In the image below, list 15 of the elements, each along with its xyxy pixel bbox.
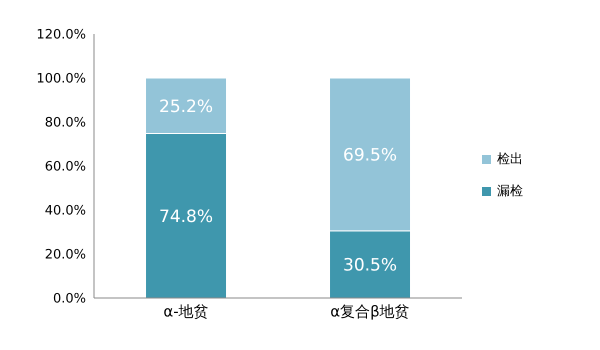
data-label: 25.2%: [159, 96, 214, 117]
legend-label: 漏检: [497, 183, 523, 200]
y-tick-label: 0.0%: [52, 292, 86, 307]
data-label: 69.5%: [343, 145, 398, 166]
x-tick-label: α-地贫: [163, 302, 209, 321]
y-tick-label: 60.0%: [44, 160, 86, 175]
data-label: 30.5%: [343, 255, 398, 276]
y-tick-label: 80.0%: [44, 116, 86, 131]
y-tick-label: 100.0%: [36, 72, 86, 87]
y-tick-label: 20.0%: [44, 248, 86, 263]
legend-label: 检出: [497, 151, 523, 168]
y-tick-label: 40.0%: [44, 204, 86, 219]
y-tick-label: 120.0%: [36, 28, 86, 43]
data-label: 74.8%: [159, 206, 214, 227]
x-tick-label: α复合β地贫: [330, 302, 410, 321]
